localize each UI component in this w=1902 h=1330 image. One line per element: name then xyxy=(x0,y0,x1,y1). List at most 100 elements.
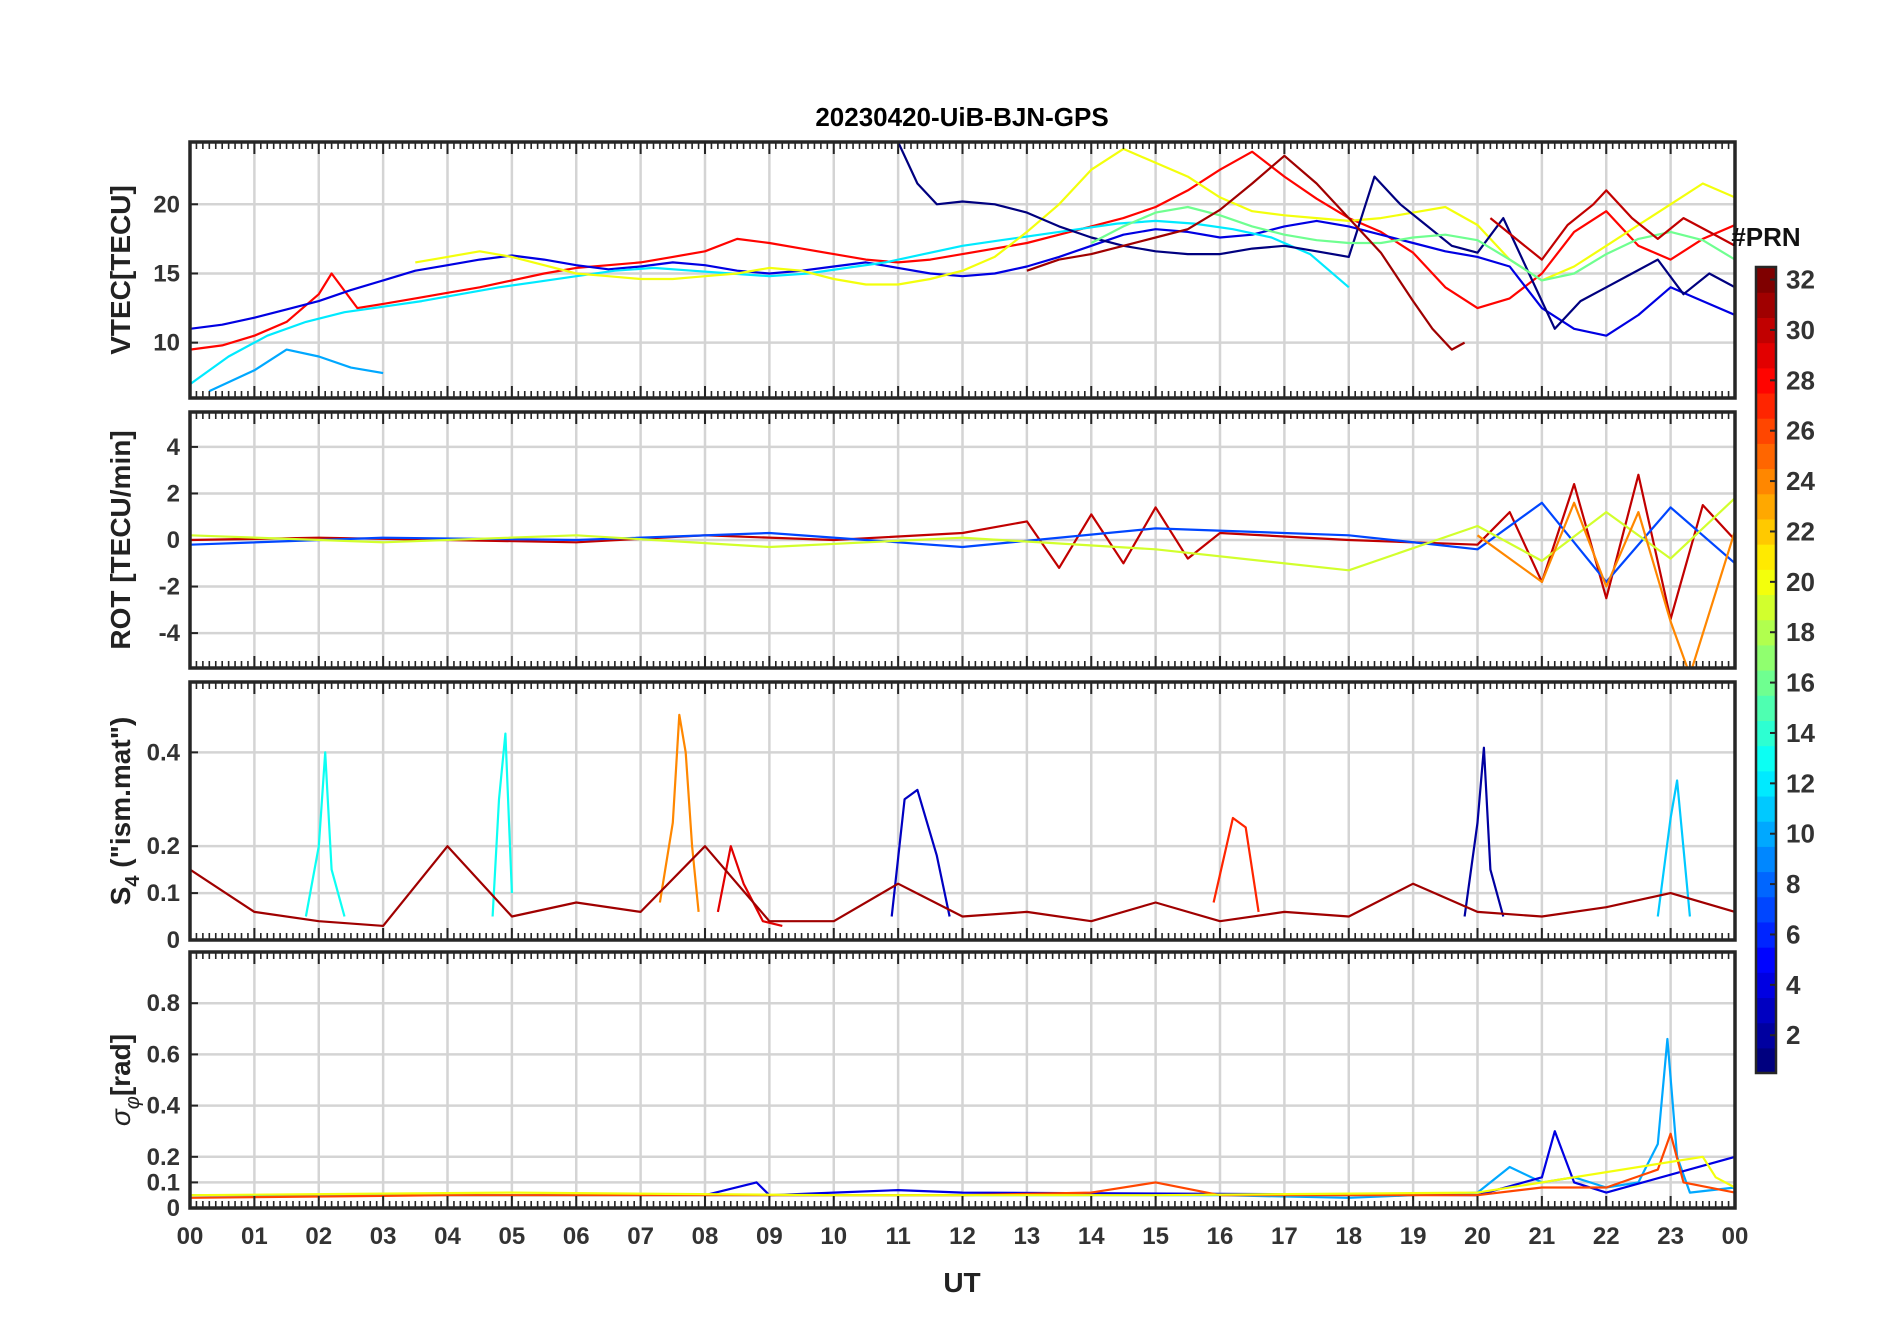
series-line-prn-16 xyxy=(1090,205,1735,282)
colorbar-band xyxy=(1756,695,1776,721)
colorbar-band xyxy=(1756,594,1776,621)
colorbar-tick-label: 2 xyxy=(1786,1020,1800,1050)
x-tick-label: 13 xyxy=(1014,1223,1041,1250)
colorbar-band xyxy=(1756,821,1776,847)
series-line-prn-4 xyxy=(190,219,1735,337)
colorbar-tick-label: 14 xyxy=(1786,718,1815,748)
colorbar-band xyxy=(1756,367,1776,394)
y-axis-label: ROT [TECU/min] xyxy=(105,430,136,649)
x-tick-label: 12 xyxy=(949,1223,976,1250)
panel-rot: -4 -2 0 2 4 ROT [TECU/min] xyxy=(105,410,1737,670)
series-line-prn-13 xyxy=(304,751,346,917)
y-axis-label: S4 ("ism.mat") xyxy=(105,717,144,906)
series-line-prn-13 xyxy=(491,732,513,917)
colorbar-tick-label: 22 xyxy=(1786,516,1815,546)
colorbar-tick-label: 32 xyxy=(1786,265,1815,295)
series-line-prn-3 xyxy=(890,788,951,917)
x-tick-label: 15 xyxy=(1142,1223,1169,1250)
series-line-prn-29 xyxy=(716,845,783,927)
x-tick-label: 06 xyxy=(563,1223,590,1250)
series-group xyxy=(190,473,1735,668)
panel-vtec: 10 15 20 VTEC[TECU] xyxy=(105,140,1737,400)
y-tick-label: 15 xyxy=(153,260,180,287)
y-tick-label: 2 xyxy=(167,480,180,507)
colorbar-band xyxy=(1756,342,1776,369)
series-line-prn-12 xyxy=(190,219,1350,386)
x-tick-label: 08 xyxy=(692,1223,719,1250)
colorbar-tick-label: 24 xyxy=(1786,466,1815,496)
x-tick-label: 21 xyxy=(1529,1223,1556,1250)
chart-title: 20230420-UiB-BJN-GPS xyxy=(815,102,1108,132)
colorbar-band xyxy=(1756,1047,1776,1074)
colorbar-band xyxy=(1756,921,1776,948)
x-tick-label: 00 xyxy=(1722,1223,1749,1250)
x-tick-label: 00 xyxy=(177,1223,204,1250)
x-tick-label: 11 xyxy=(885,1223,910,1250)
panel-sigma_phi: 00.10.2 0.4 0.6 0.8σφ[rad] 00 01 02 03 04 05 06 07 0… xyxy=(105,950,1749,1250)
y-tick-label: 0.2 xyxy=(147,1144,180,1171)
colorbar-band xyxy=(1756,493,1776,520)
colorbar-band xyxy=(1756,720,1776,747)
colorbar-tick-label: 12 xyxy=(1786,768,1815,798)
x-tick-label: 16 xyxy=(1207,1223,1234,1250)
y-tick-label: 0.4 xyxy=(147,739,181,766)
series-line-prn-11 xyxy=(1656,779,1691,917)
y-tick-label: 0 xyxy=(167,527,180,554)
colorbar-band xyxy=(1756,443,1776,470)
series-line-prn-31 xyxy=(190,845,1735,928)
y-tick-label: -4 xyxy=(159,620,181,647)
series-line-prn-1 xyxy=(897,142,1735,330)
colorbar-band xyxy=(1756,468,1776,495)
colorbar-band xyxy=(1756,644,1776,671)
colorbar-band xyxy=(1756,670,1776,696)
x-tick-label: 03 xyxy=(370,1223,397,1250)
y-tick-label: 0.6 xyxy=(147,1041,180,1068)
x-tick-label: 02 xyxy=(305,1223,332,1250)
y-tick-label: 10 xyxy=(153,330,180,357)
colorbar-band xyxy=(1756,418,1776,444)
colorbar-band xyxy=(1756,846,1776,873)
series-line-prn-2 xyxy=(1463,746,1505,917)
colorbar-frame xyxy=(1754,265,1778,1075)
series-line-prn-19 xyxy=(190,497,1735,572)
colorbar-tick-label: 26 xyxy=(1786,416,1815,446)
colorbar-tick-label: 4 xyxy=(1786,970,1801,1000)
x-tick-label: 14 xyxy=(1078,1223,1105,1250)
x-tick-label: 22 xyxy=(1593,1223,1620,1250)
colorbar-band xyxy=(1756,292,1776,318)
y-tick-label: 20 xyxy=(153,191,180,218)
colorbar-band xyxy=(1756,518,1776,545)
colorbar-band xyxy=(1756,569,1776,596)
colorbar-band xyxy=(1756,871,1776,898)
colorbar-tick-label: 6 xyxy=(1786,919,1800,949)
series-line-prn-7 xyxy=(190,501,1735,584)
series-line-prn-24 xyxy=(658,713,700,913)
y-tick-label: 0.8 xyxy=(147,990,180,1017)
colorbar-tick-label: 10 xyxy=(1786,819,1815,849)
series-line-prn-24 xyxy=(1476,501,1735,668)
x-tick-label: 05 xyxy=(499,1223,526,1250)
y-tick-label: 0.1 xyxy=(147,880,180,907)
colorbar-band xyxy=(1756,544,1776,570)
y-tick-label: 4 xyxy=(167,434,181,461)
colorbar-band xyxy=(1756,947,1776,973)
x-tick-label: 18 xyxy=(1335,1223,1362,1250)
x-tick-label: 10 xyxy=(820,1223,847,1250)
colorbar-tick-label: 28 xyxy=(1786,365,1815,395)
colorbar-tick-label: 16 xyxy=(1786,668,1815,698)
x-tick-label: 07 xyxy=(627,1223,654,1250)
colorbar-tick-label: 18 xyxy=(1786,617,1815,647)
colorbar-band xyxy=(1756,997,1776,1024)
colorbar-band xyxy=(1756,392,1776,419)
colorbar-band xyxy=(1756,745,1776,772)
colorbar-band xyxy=(1756,1022,1776,1049)
series-line-prn-28 xyxy=(190,150,1735,351)
x-tick-label: 20 xyxy=(1464,1223,1491,1250)
x-tick-label: 04 xyxy=(434,1223,461,1250)
y-axis-label: σφ[rad] xyxy=(105,1034,144,1126)
x-axis-label: UT xyxy=(943,1267,980,1298)
series-line-prn-20 xyxy=(190,1155,1735,1197)
